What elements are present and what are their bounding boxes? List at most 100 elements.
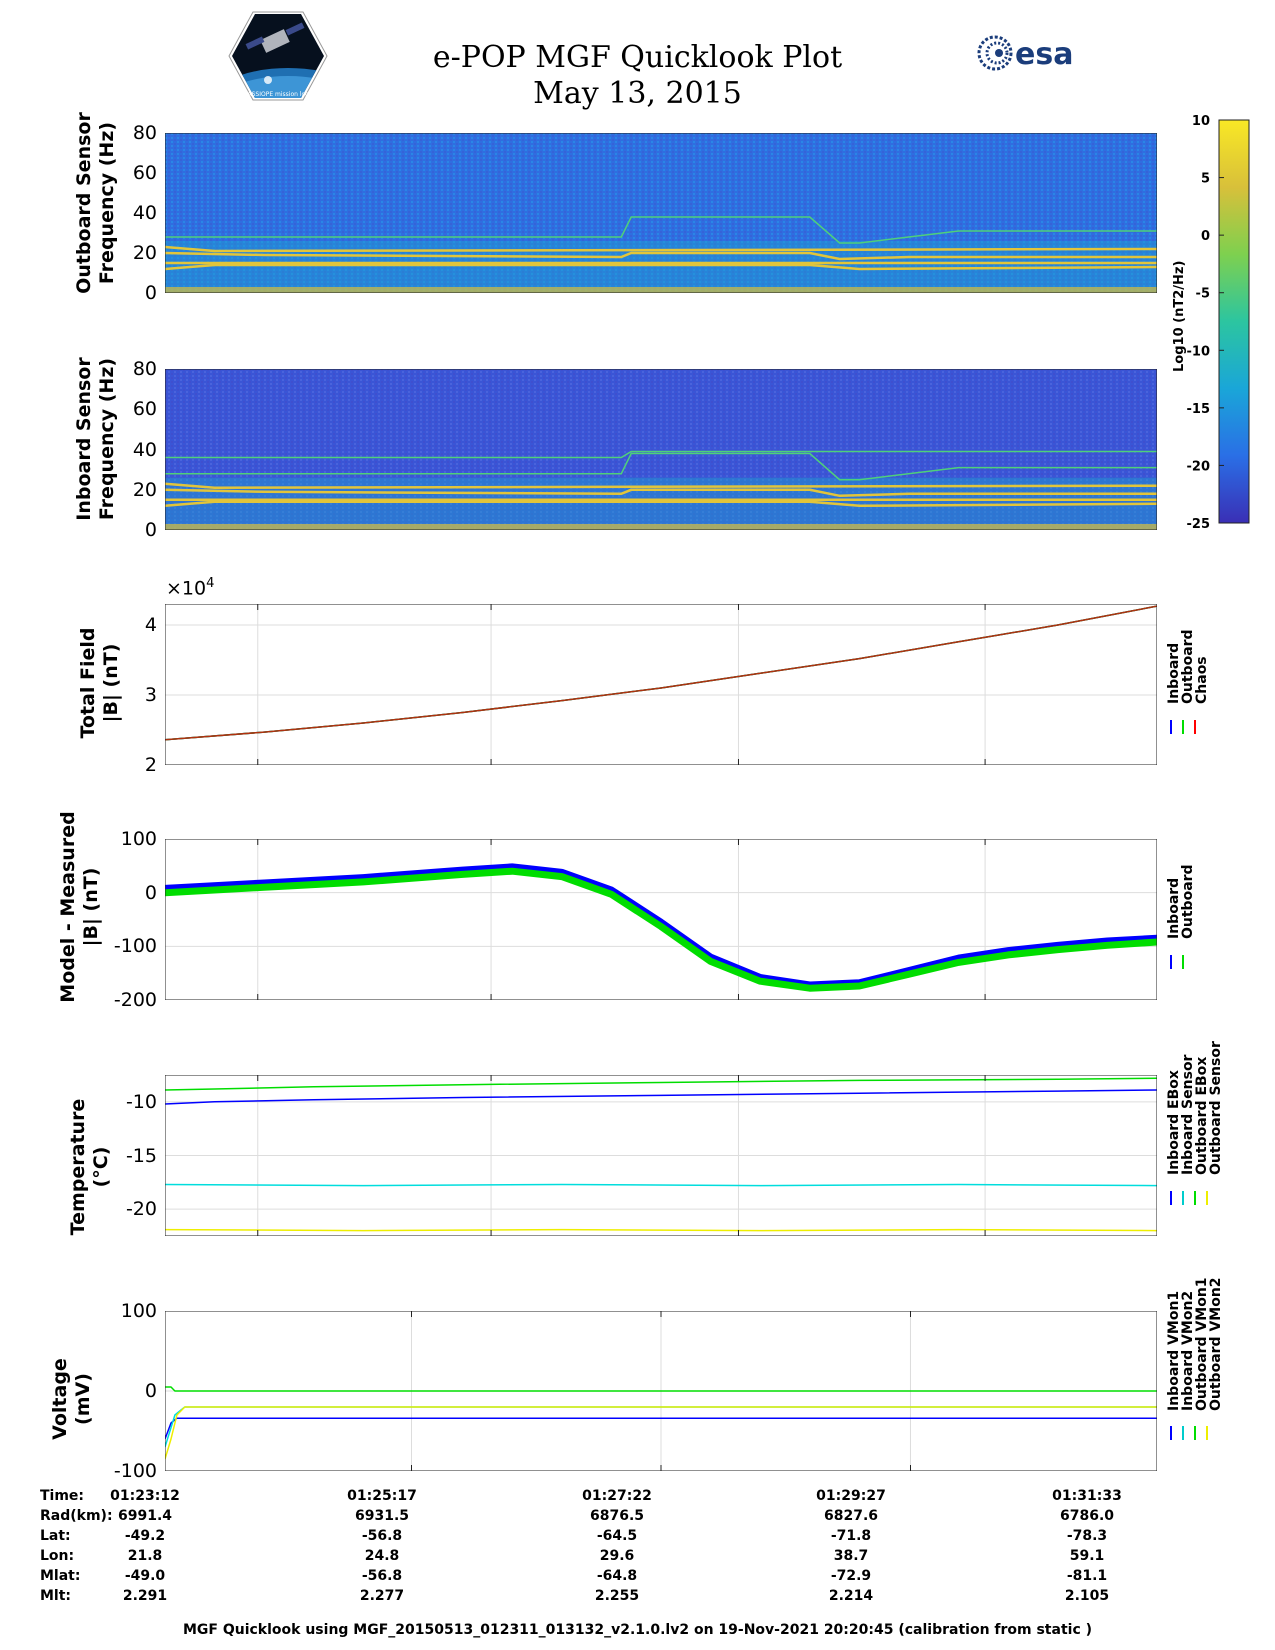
cell-mlat: -49.0 [124, 1568, 166, 1584]
ytick-label: 0 [144, 1380, 157, 1402]
multiplier-exponent: 4 [206, 576, 215, 591]
row-label-lat: Lat: [40, 1528, 71, 1544]
spectral-line-1 [165, 488, 1157, 498]
ytick-label: 40 [132, 438, 157, 461]
total-field-multiplier: ×104 [166, 576, 214, 599]
legend-entry: Inboard [1166, 877, 1182, 939]
cell-rad: 6991.4 [117, 1508, 173, 1524]
legend-swatch [1182, 1426, 1184, 1440]
colorbar-tick-label: 10 [1192, 114, 1210, 129]
cell-rad: 6786.0 [1059, 1508, 1115, 1524]
ytick-label: 0 [144, 282, 157, 304]
cell-time: 01:27:22 [582, 1488, 652, 1504]
spectral-line-5 [165, 450, 1157, 459]
cell-mlt: 2.214 [828, 1588, 874, 1604]
cell-lat: -64.5 [596, 1528, 638, 1544]
colorbar-tick-label: -15 [1187, 402, 1211, 417]
outboard-ylabel-line1: Outboard Sensor [73, 112, 95, 294]
ytick-label: -10 [125, 1090, 157, 1113]
colorbar-label: Log10 (nT2/Hz) [1172, 261, 1187, 372]
cassiope-logo: CASSIOPE mission logo [228, 11, 328, 101]
cell-lon: 24.8 [364, 1548, 400, 1564]
plot-background [165, 604, 1157, 765]
series-line-3 [165, 1406, 1157, 1460]
legend-entry: Outboard [1180, 864, 1196, 939]
legend-entry: Outboard VMon2 [1208, 1277, 1224, 1411]
legend-swatch [1194, 720, 1196, 734]
cell-lat: -56.8 [361, 1528, 403, 1544]
colorbar-gradient: 10 5 0 -5 -10 -15 -20 -25 [1187, 114, 1250, 532]
temperature-ylabel-line1: Temperature [67, 1098, 89, 1236]
legend-swatch [1170, 955, 1172, 969]
legend-entry: Outboard [1180, 629, 1196, 704]
voltage-ylabel-line1: Voltage [49, 1358, 71, 1440]
legend-swatch [1182, 1191, 1184, 1205]
cell-time: 01:29:27 [816, 1488, 886, 1504]
multiplier-base: ×10 [166, 577, 207, 600]
ytick-label: 100 [120, 828, 157, 850]
ytick-label: -15 [125, 1144, 157, 1167]
legend-swatch [1182, 720, 1184, 734]
voltage-ylabel: Voltage (mV) [49, 1279, 95, 1519]
legend-swatch [1206, 1191, 1208, 1205]
spectrogram-background [165, 133, 1157, 293]
ytick-label: 20 [132, 478, 157, 501]
cell-mlat: -72.9 [830, 1568, 872, 1584]
cell-mlt: 2.105 [1064, 1588, 1110, 1604]
cassiope-logo-text: CASSIOPE mission logo [243, 91, 313, 98]
legend-entry: Outboard EBox [1194, 1056, 1210, 1175]
voltage-plot [165, 1311, 1157, 1471]
row-label-rad: Rad(km): [40, 1508, 113, 1524]
legend-entry: Inboard Sensor [1180, 1054, 1196, 1175]
series-line-2 [165, 1386, 1157, 1392]
outboard-spectrogram-plot [165, 133, 1157, 293]
legend-swatch [1194, 1191, 1196, 1205]
ytick-label: 0 [144, 881, 157, 904]
series-line-3 [165, 1228, 1157, 1232]
cell-lat: -78.3 [1066, 1528, 1108, 1544]
inboard-ylabel-line1: Inboard Sensor [73, 357, 95, 521]
series-line-1 [165, 1183, 1157, 1187]
series-line-0 [165, 1089, 1157, 1105]
ytick-label: -100 [113, 935, 157, 958]
ytick-label: 40 [132, 202, 157, 224]
cell-mlt: 2.291 [122, 1588, 168, 1604]
cell-lon: 59.1 [1069, 1548, 1105, 1564]
temperature-ylabel-line2: (°C) [90, 1146, 112, 1188]
colorbar-bar [1218, 119, 1250, 524]
cell-lon: 38.7 [833, 1548, 869, 1564]
spectral-line-1 [165, 251, 1157, 261]
cell-mlat: -81.1 [1066, 1568, 1108, 1584]
series-line-0 [165, 863, 1157, 989]
legend-swatch [1170, 1191, 1172, 1205]
row-label-mlat: Mlat: [40, 1568, 81, 1584]
ytick-label: -100 [113, 1460, 157, 1482]
legend-entry: Inboard VMon1 [1166, 1290, 1182, 1411]
temperature-plot [165, 1075, 1157, 1236]
spectral-line-3 [165, 500, 1157, 508]
series-line-2 [165, 1077, 1157, 1091]
cell-mlt: 2.255 [594, 1588, 640, 1604]
colorbar-tick-label: -20 [1187, 459, 1211, 474]
series-line-0 [165, 1417, 1157, 1440]
legend-entry: Outboard VMon1 [1194, 1277, 1210, 1411]
model-measured-ylabel-line1: Model - Measured [57, 811, 79, 1003]
voltage-ylabel-line2: (mV) [72, 1373, 94, 1425]
esa-logo: esa [977, 35, 1073, 72]
cell-lat: -49.2 [124, 1528, 166, 1544]
ytick-label: 0 [144, 519, 157, 541]
legend-entry: Inboard EBox [1166, 1070, 1182, 1175]
total-field-plot [165, 604, 1157, 765]
ytick-label: -200 [113, 989, 157, 1011]
plot-title: e-POP MGF Quicklook Plot May 13, 2015 [0, 40, 1275, 112]
legend-swatch [1194, 1426, 1196, 1440]
spectrogram-dc-band [165, 287, 1157, 293]
cell-mlt: 2.277 [359, 1588, 405, 1604]
ytick-label: 80 [132, 358, 157, 380]
legend-swatch [1170, 720, 1172, 734]
colorbar-tick-label: 5 [1201, 172, 1210, 187]
title-line-2: May 13, 2015 [533, 76, 742, 111]
cell-mlat: -56.8 [361, 1568, 403, 1584]
legend-entry: Outboard Sensor [1208, 1041, 1224, 1175]
title-line-1: e-POP MGF Quicklook Plot [432, 40, 843, 75]
